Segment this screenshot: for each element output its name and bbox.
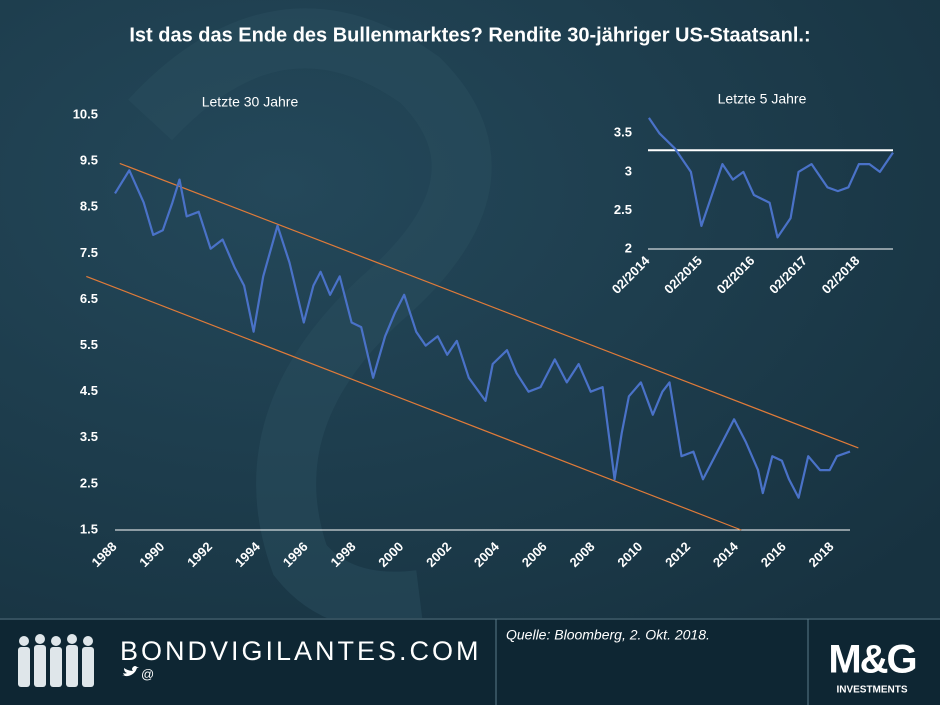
- chart-title: Letzte 30 Jahre: [202, 94, 299, 110]
- trend-line: [119, 162, 859, 449]
- logo-sub: INVESTMENTS: [836, 685, 907, 696]
- y-tick-label: 2.5: [614, 202, 632, 217]
- data-line: [647, 117, 894, 239]
- y-tick-label: 1.5: [80, 521, 98, 536]
- y-tick-label: 3.5: [80, 429, 98, 444]
- y-tick-label: 2.5: [80, 475, 98, 490]
- y-tick-label: 2: [625, 240, 632, 255]
- y-tick-label: 9.5: [80, 153, 98, 168]
- logo: M&G: [828, 638, 915, 682]
- y-tick-label: 3: [625, 163, 632, 178]
- y-tick-label: 4.5: [80, 383, 98, 398]
- twitter-icon: [122, 666, 139, 677]
- source: Quelle: Bloomberg, 2. Okt. 2018.: [506, 627, 710, 643]
- y-tick-label: 6.5: [80, 291, 98, 306]
- y-tick-label: 3.5: [614, 125, 632, 140]
- chart-title: Letzte 5 Jahre: [718, 91, 807, 107]
- y-tick-label: 8.5: [80, 199, 98, 214]
- page-title: Ist das das Ende des Bullenmarktes? Rend…: [129, 24, 810, 46]
- silhouettes: [18, 634, 94, 687]
- watermark: [128, 8, 492, 632]
- y-tick-label: 5.5: [80, 337, 98, 352]
- y-tick-label: 7.5: [80, 245, 98, 260]
- trend-line: [86, 275, 742, 531]
- site-name: BONDVIGILANTES.COM: [120, 636, 482, 666]
- data-line: [114, 169, 851, 499]
- y-tick-label: 10.5: [73, 106, 98, 121]
- handle: @: [141, 666, 154, 681]
- footer: [0, 618, 940, 705]
